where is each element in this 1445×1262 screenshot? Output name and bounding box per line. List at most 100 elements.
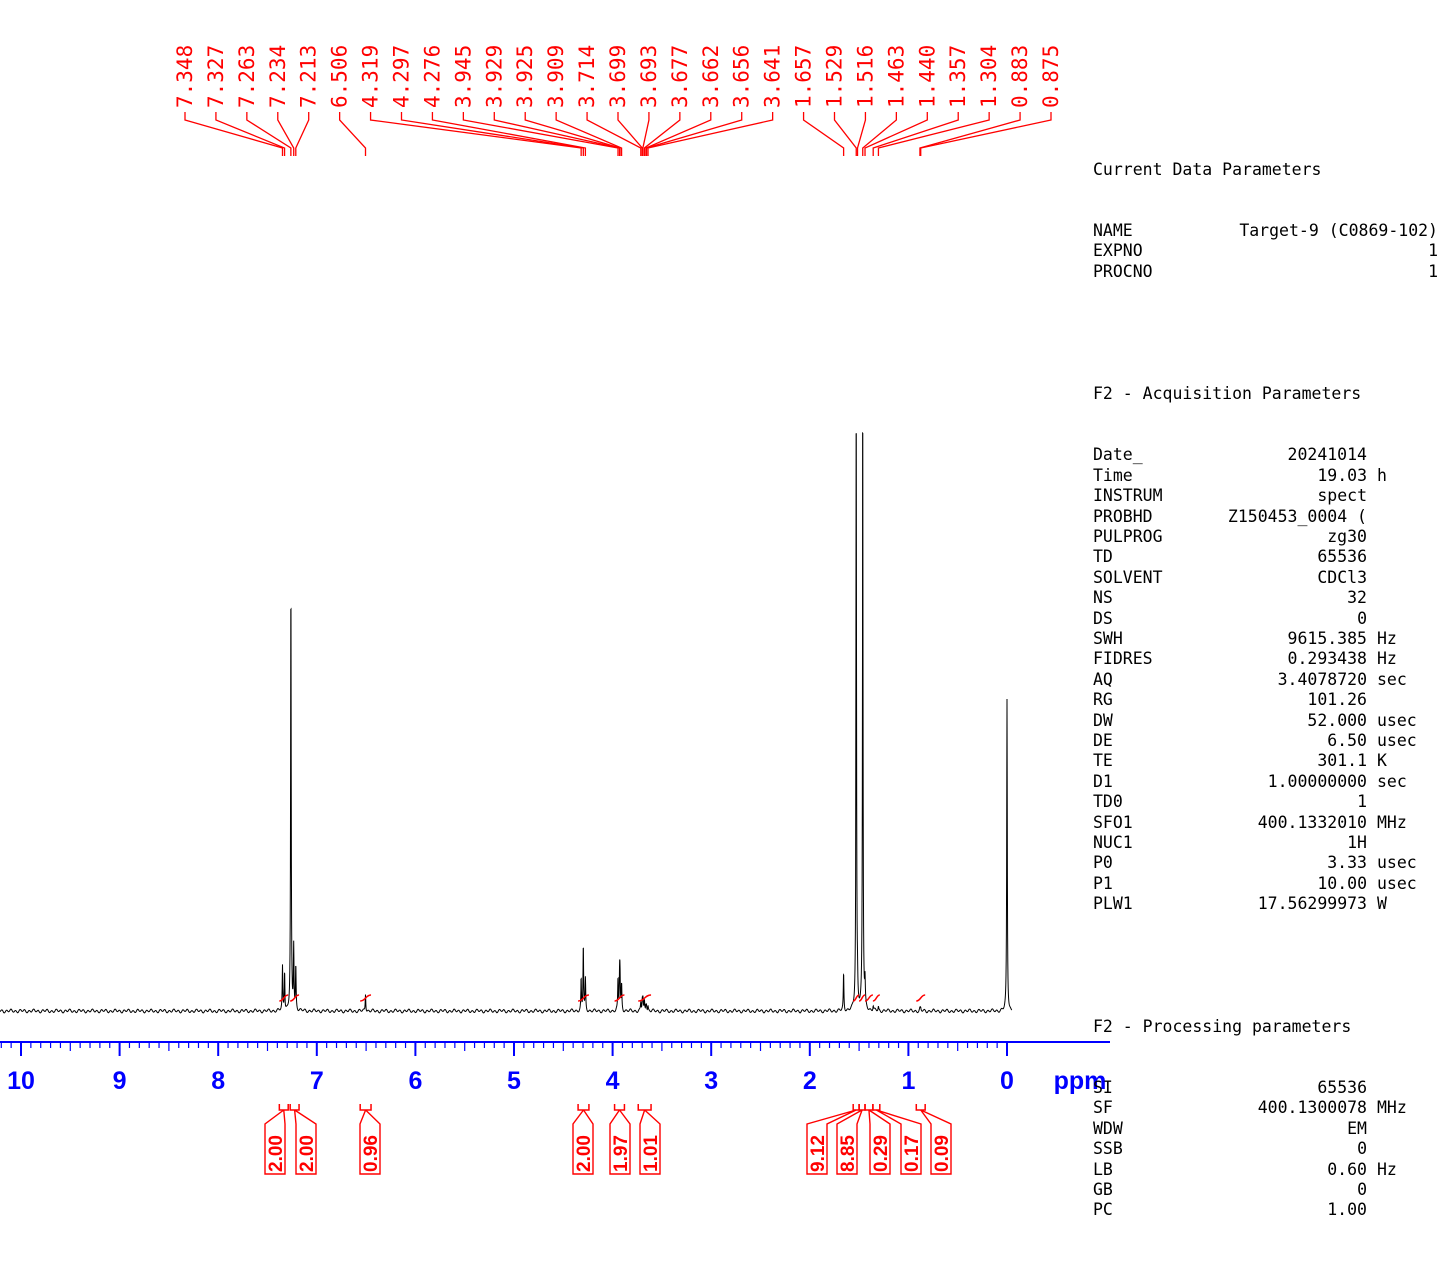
parameter-unit (1367, 1180, 1377, 1200)
peak-label-connector (872, 112, 959, 156)
integral-curve (858, 994, 866, 1002)
parameter-row: PLW1 17.56299973 W (1093, 894, 1438, 914)
parameter-row: Time 19.03 h (1093, 466, 1438, 486)
peak-label-connector (643, 112, 681, 156)
parameter-name: SWH (1093, 628, 1123, 648)
peak-label: 4.297 (390, 45, 414, 108)
peak-label: 0.875 (1039, 45, 1063, 108)
parameter-unit: Hz (1377, 649, 1397, 669)
parameter-name: NAME (1093, 220, 1133, 240)
section-title: F2 - Acquisition Parameters (1093, 384, 1362, 404)
integral-curve (290, 994, 300, 1002)
peak-label: 7.348 (173, 45, 197, 108)
parameter-unit (1438, 221, 1445, 241)
parameter-row: Date_ 20241014 (1093, 445, 1438, 465)
nmr-spectrum-chart: 7.348 7.327 7.263 7.234 7.213 6.506 4.319 4.297… (0, 45, 1110, 1175)
parameter-unit: Hz (1377, 628, 1397, 648)
parameter-unit (1367, 445, 1377, 465)
integral-label: 2.00 (266, 1135, 287, 1172)
x-tick-label: 8 (211, 1067, 225, 1095)
integral-bracket (915, 1104, 926, 1111)
parameter-row: P1 10.00 usec (1093, 874, 1438, 894)
spectrum-trace-group (0, 431, 1013, 1014)
parameter-name: PROBHD (1093, 506, 1153, 526)
x-tick-label: 10 (7, 1067, 35, 1095)
peak-label: 4.319 (359, 45, 383, 108)
parameter-unit (1367, 833, 1377, 853)
acquisition-parameters: F2 - Acquisition Parameters Date_ 2024101… (1093, 343, 1438, 914)
peak-label: 3.929 (482, 45, 506, 108)
integral-label-box (639, 1109, 661, 1175)
integral-label: 0.17 (902, 1135, 923, 1172)
x-tick-label: 3 (704, 1067, 718, 1095)
parameter-name: GB (1093, 1179, 1113, 1199)
peak-label: 0.883 (1008, 45, 1032, 108)
peak-label-connector (277, 112, 295, 156)
parameter-unit: MHz (1377, 1098, 1407, 1118)
peak-label: 1.516 (853, 45, 877, 108)
parameter-row: SOLVENT CDCl3 (1093, 568, 1438, 588)
parameter-value: 3.4078720 (1277, 669, 1367, 689)
parameter-name: NS (1093, 588, 1113, 608)
parameter-row: GB 0 (1093, 1180, 1438, 1200)
processing-parameters: F2 - Processing parameters SI 65536 SF 400.… (1093, 976, 1438, 1221)
parameter-name: WDW (1093, 1118, 1123, 1138)
parameter-value: 9615.385 (1287, 628, 1367, 648)
peak-label-connector (493, 112, 621, 156)
parameter-unit (1367, 690, 1377, 710)
integral-curve (360, 994, 372, 1002)
parameter-row: SFO1 400.1332010 MHz (1093, 813, 1438, 833)
integral-group: 2.00 2.00 0.96 2.00 1.97 1.01 9.12 8.85 0.29 0.17… (264, 1104, 953, 1175)
parameter-name: RG (1093, 690, 1113, 710)
parameter-value: 65536 (1317, 1077, 1367, 1097)
integral-label: 9.12 (808, 1135, 829, 1172)
parameter-row: EXPNO 1 (1093, 241, 1438, 261)
peak-label-connector (645, 112, 743, 156)
integral-bracket (637, 1104, 652, 1111)
peak-label-connector (856, 112, 867, 156)
parameter-unit (1367, 547, 1377, 567)
parameter-unit (1367, 588, 1377, 608)
peak-label-connector (919, 112, 1021, 156)
peak-label: 3.656 (730, 45, 754, 108)
parameter-row: NUC1 1H (1093, 833, 1438, 853)
x-axis-label: ppm (1054, 1067, 1107, 1095)
parameter-value: CDCl3 (1317, 567, 1367, 587)
section-title: Current Data Parameters (1093, 159, 1322, 179)
integral-curve (577, 994, 590, 1002)
parameter-unit: W (1377, 894, 1387, 914)
parameter-unit: Hz (1377, 1159, 1397, 1179)
integral-bracket (864, 1104, 874, 1111)
parameter-value: 1.00 (1327, 1200, 1367, 1220)
integral-label: 8.85 (838, 1135, 859, 1172)
parameter-row: DE 6.50 usec (1093, 731, 1438, 751)
parameter-name: SFO1 (1093, 812, 1133, 832)
peak-label: 6.506 (328, 45, 352, 108)
integral-label-box (572, 1109, 594, 1175)
peak-label: 1.463 (884, 45, 908, 108)
parameter-name: P0 (1093, 853, 1113, 873)
peak-label: 4.276 (420, 45, 444, 108)
integral-bracket (359, 1104, 372, 1111)
peak-label-connector (215, 112, 286, 156)
parameter-value: 6.50 (1327, 730, 1367, 750)
integral-bracket (852, 1104, 860, 1111)
parameter-value: spect (1317, 486, 1367, 506)
peak-label-connector (246, 112, 292, 156)
section-title: F2 - Processing parameters (1093, 1016, 1352, 1036)
parameter-name: SOLVENT (1093, 567, 1163, 587)
parameter-row: TD 65536 (1093, 547, 1438, 567)
parameter-name: FIDRES (1093, 649, 1153, 669)
peak-label: 3.909 (544, 45, 568, 108)
parameter-value: 400.1300078 (1257, 1098, 1367, 1118)
integral-curve (864, 994, 874, 1002)
parameter-value: 1.00000000 (1267, 771, 1367, 791)
parameter-unit (1367, 507, 1377, 527)
peak-label-connector (338, 112, 367, 156)
parameter-value: 1H (1347, 833, 1367, 853)
parameter-row: LB 0.60 Hz (1093, 1160, 1438, 1180)
x-tick-label: 5 (507, 1067, 521, 1095)
spectrum-line (0, 431, 1013, 1014)
parameter-name: SSB (1093, 1139, 1123, 1159)
parameter-name: LB (1093, 1159, 1113, 1179)
